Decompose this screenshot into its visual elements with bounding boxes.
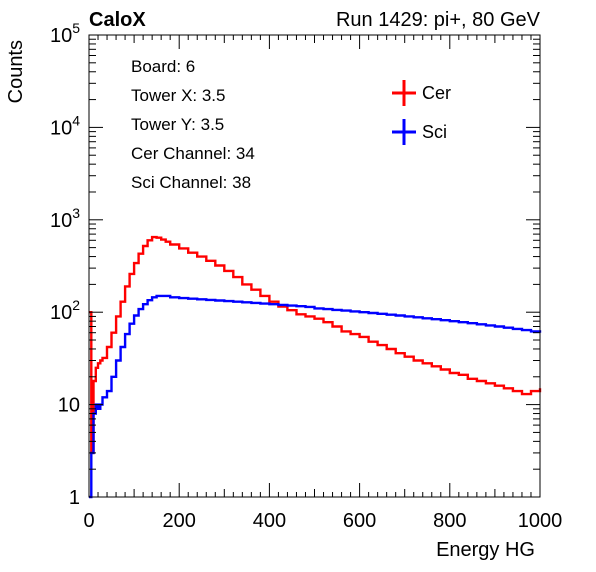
legend: Cer Sci xyxy=(392,80,451,145)
legend-entry-sci: Sci xyxy=(392,119,447,145)
right-title: Run 1429: pi+, 80 GeV xyxy=(336,9,541,31)
info-line-board: Board: 6 xyxy=(131,57,195,76)
left-title: CaloX xyxy=(89,9,146,31)
y-tick-label: 1 xyxy=(69,487,80,509)
y-tick-label: 103 xyxy=(50,205,80,232)
x-tick-label: 600 xyxy=(343,510,376,532)
axis-layer: 0 200 400 600 800 1000 1 10 102 103 104 105 xyxy=(50,20,562,532)
legend-entry-cer: Cer xyxy=(392,80,451,106)
info-box-text: Board: 6 Tower X: 3.5 Tower Y: 3.5 Cer C… xyxy=(131,57,255,192)
series-layer xyxy=(89,235,542,499)
x-axis-label: Energy HG xyxy=(436,539,535,561)
info-box xyxy=(120,45,360,200)
info-line-cer-channel: Cer Channel: 34 xyxy=(131,144,255,163)
legend-label-sci: Sci xyxy=(422,122,447,142)
series-line-cer xyxy=(89,235,542,455)
x-tick-label: 0 xyxy=(83,510,94,532)
y-axis-label: Counts xyxy=(5,40,27,103)
x-tick-label: 1000 xyxy=(518,510,563,532)
legend-label-cer: Cer xyxy=(422,83,451,103)
info-line-tower-y: Tower Y: 3.5 xyxy=(131,115,224,134)
x-tick-label: 800 xyxy=(433,510,466,532)
x-tick-label: 200 xyxy=(163,510,196,532)
y-tick-label: 105 xyxy=(50,20,80,47)
series-line-sci xyxy=(89,294,542,499)
y-tick-label: 102 xyxy=(50,297,80,324)
info-line-tower-x: Tower X: 3.5 xyxy=(131,86,226,105)
info-line-sci-channel: Sci Channel: 38 xyxy=(131,173,251,192)
y-tick-label: 104 xyxy=(50,112,80,139)
y-tick-label: 10 xyxy=(58,395,80,417)
x-tick-label: 400 xyxy=(253,510,286,532)
